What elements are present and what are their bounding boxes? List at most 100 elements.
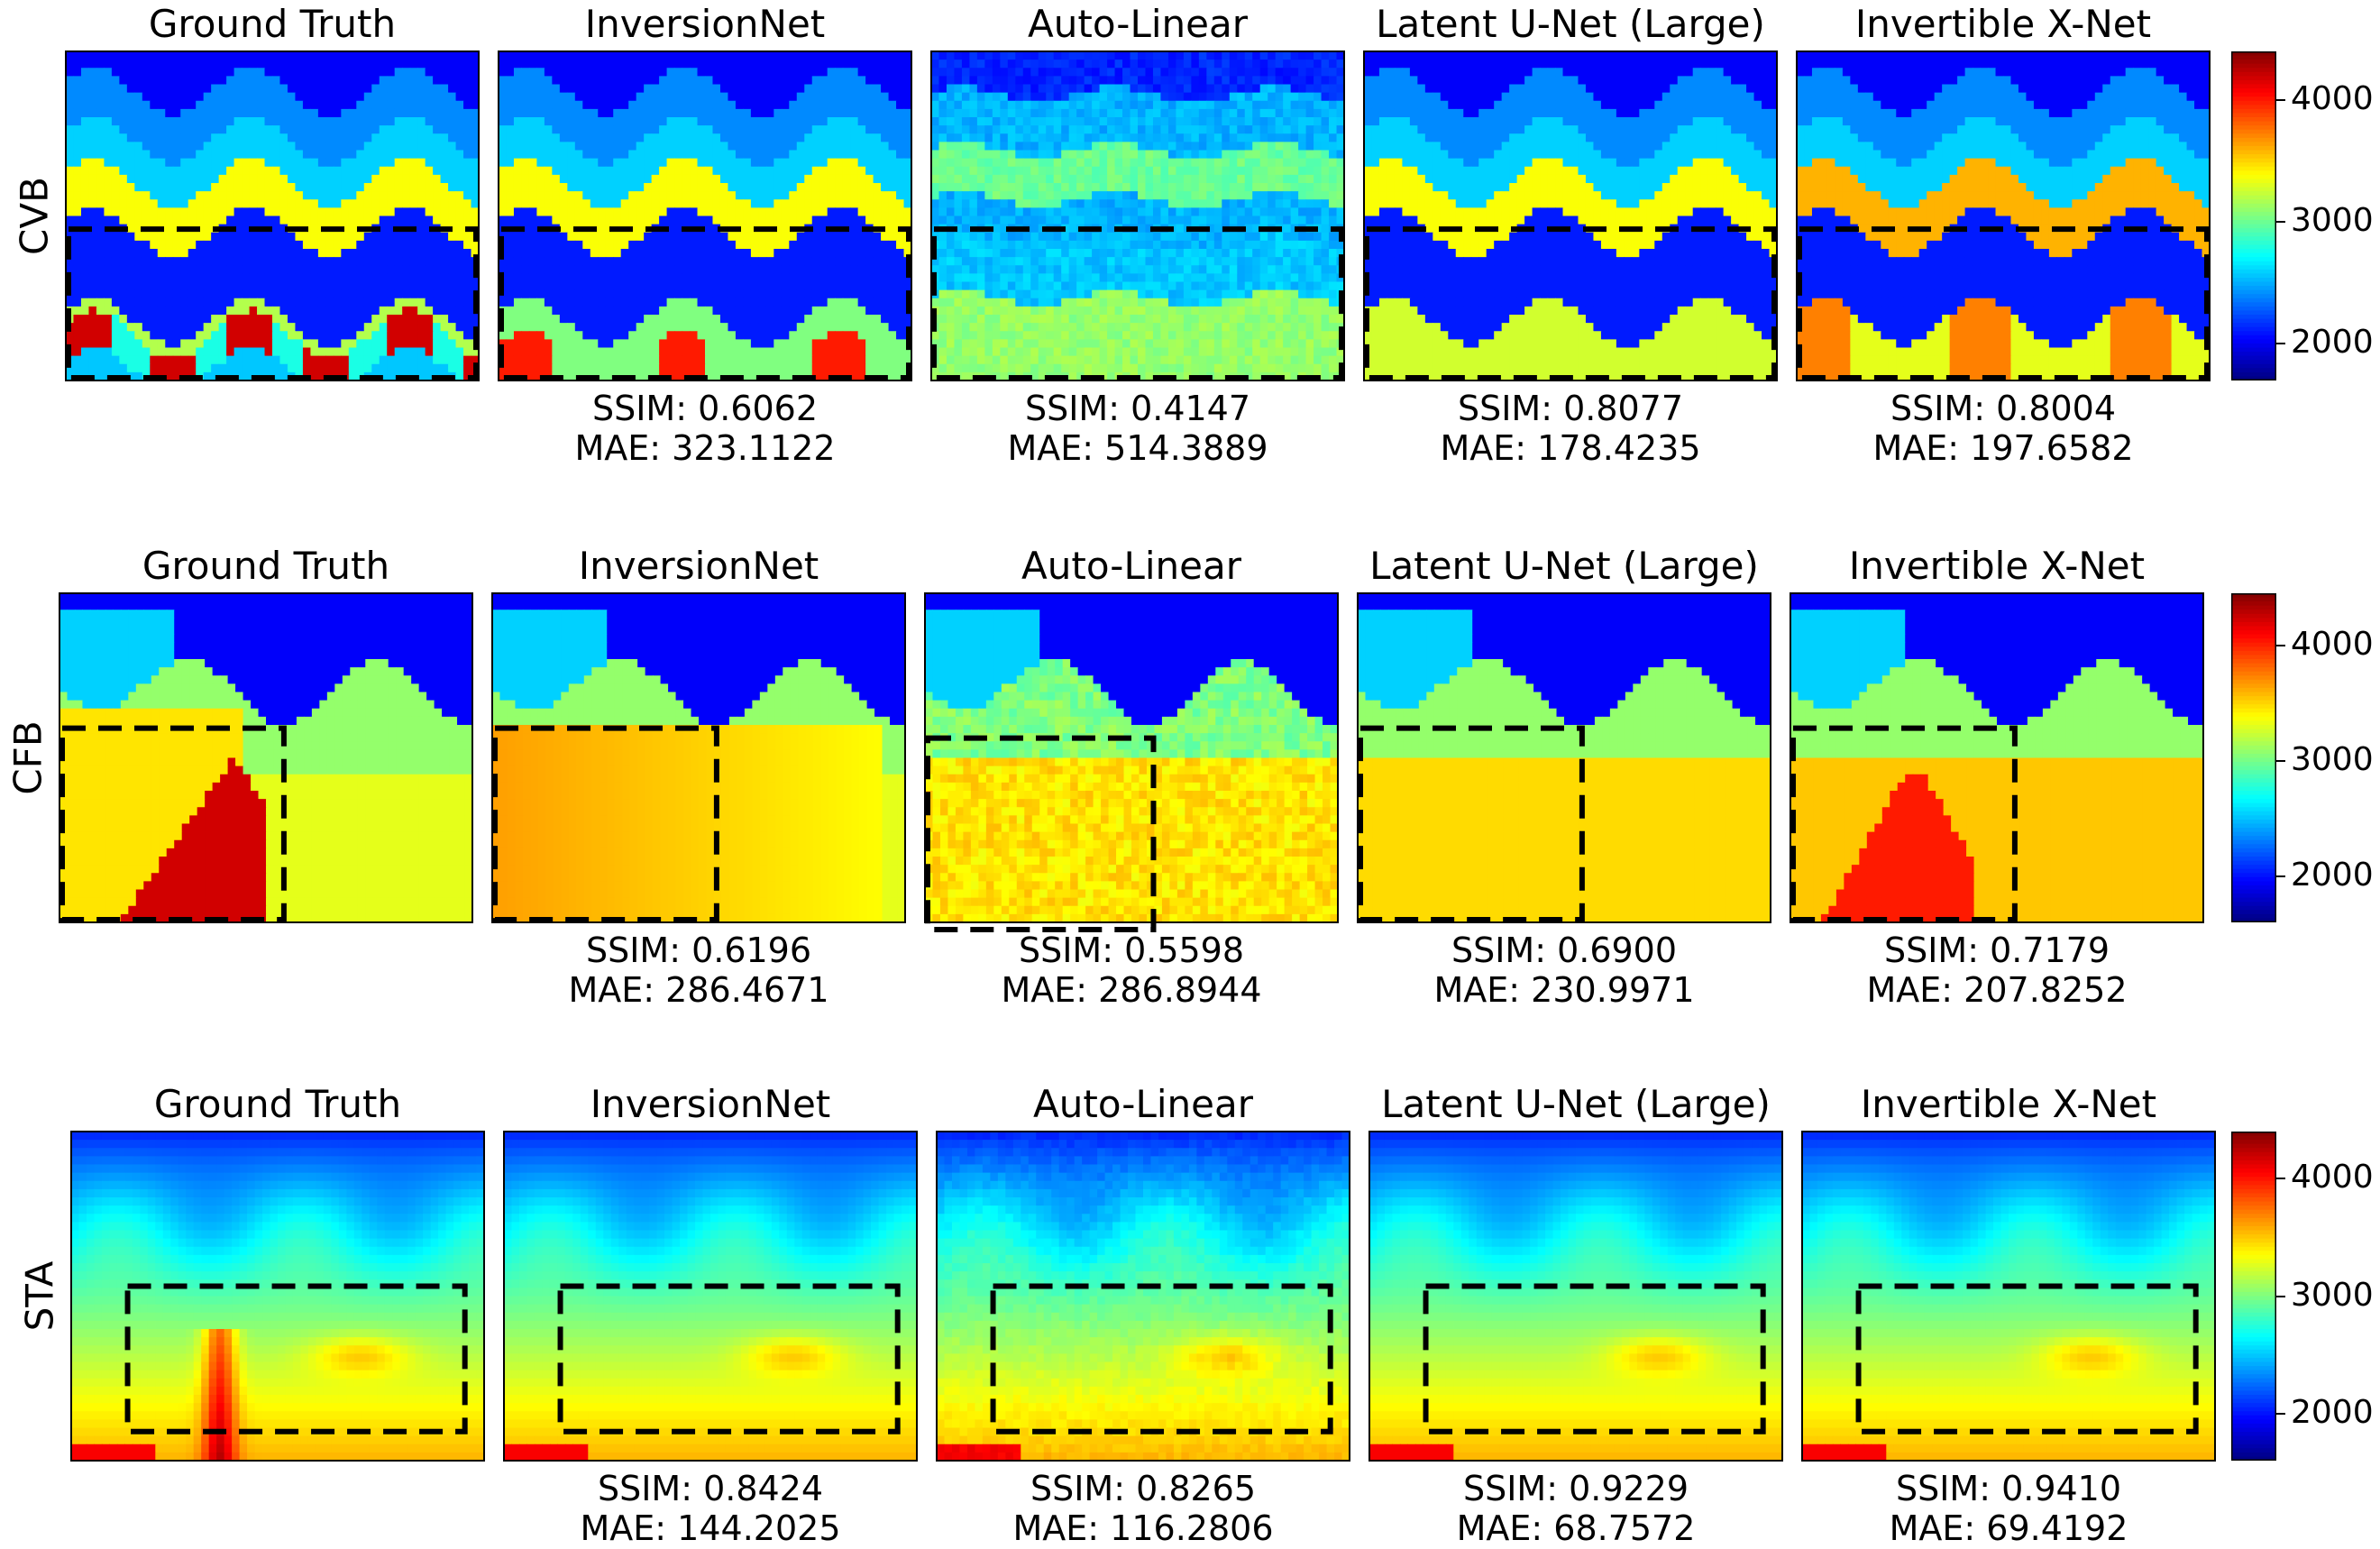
heatmap-cell — [582, 249, 591, 258]
heatmap-cell — [842, 257, 851, 266]
heatmap-cell — [719, 92, 729, 102]
heatmap-cell — [559, 158, 568, 168]
heatmap-cell — [712, 191, 721, 200]
heatmap-cell — [165, 117, 174, 126]
heatmap-cell — [1000, 150, 1009, 160]
heatmap-cell — [1244, 84, 1253, 94]
heatmap-cell — [165, 68, 174, 77]
heatmap-cell — [598, 331, 607, 340]
heatmap-cell — [218, 289, 227, 299]
heatmap-cell — [157, 249, 166, 258]
heatmap-cell — [567, 117, 576, 126]
heatmap-cell — [348, 265, 357, 274]
heatmap-cell — [682, 232, 691, 242]
heatmap-cell — [651, 60, 660, 69]
heatmap-cell — [1000, 125, 1009, 134]
heatmap-cell — [758, 100, 767, 110]
heatmap-cell — [705, 363, 714, 373]
heatmap-cell — [1099, 133, 1108, 142]
heatmap-cell — [356, 298, 365, 307]
heatmap-cell — [865, 323, 874, 332]
heatmap-cell — [463, 108, 472, 118]
heatmap-cell — [211, 363, 220, 373]
heatmap-cell — [1130, 92, 1139, 102]
heatmap-cell — [827, 323, 836, 332]
heatmap-cell — [842, 289, 851, 299]
heatmap-cell — [1252, 133, 1261, 142]
heatmap-cell — [88, 191, 97, 200]
region-box — [66, 226, 479, 380]
heatmap-cell — [348, 100, 357, 110]
heatmap-cell — [750, 289, 759, 299]
heatmap-cell — [521, 289, 530, 299]
heatmap-cell — [499, 183, 508, 192]
heatmap-cell — [743, 108, 752, 118]
heatmap-cell — [387, 249, 396, 258]
heatmap-cell — [165, 355, 174, 365]
heatmap-cell — [111, 117, 120, 126]
heatmap-cell — [728, 215, 737, 225]
heatmap-cell — [903, 174, 912, 184]
heatmap-cell — [66, 363, 75, 373]
heatmap-cell — [1030, 51, 1039, 60]
heatmap-cell — [203, 289, 212, 299]
heatmap-cell — [310, 371, 319, 381]
heatmap-cell — [409, 68, 418, 77]
heatmap-cell — [233, 331, 243, 340]
heatmap-cell — [96, 60, 105, 69]
heatmap-cell — [379, 289, 388, 299]
heatmap-cell — [203, 76, 212, 86]
heatmap-cell — [126, 183, 135, 192]
heatmap-cell — [506, 315, 515, 324]
heatmap-cell — [835, 150, 844, 160]
heatmap-cell — [249, 174, 258, 184]
heatmap-cell — [257, 281, 266, 291]
heatmap-cell — [157, 331, 166, 340]
heatmap-cell — [80, 133, 90, 142]
heatmap-cell — [150, 331, 159, 340]
heatmap-cell — [417, 339, 426, 349]
heatmap-cell — [66, 166, 75, 176]
heatmap-cell — [172, 323, 181, 332]
heatmap-cell — [903, 76, 912, 86]
heatmap-cell — [1046, 150, 1055, 160]
heatmap-cell — [992, 150, 1001, 160]
heatmap-cell — [789, 273, 798, 283]
heatmap-cell — [811, 306, 820, 316]
heatmap-cell — [552, 125, 561, 134]
heatmap-cell — [119, 347, 128, 357]
heatmap-cell — [1138, 142, 1147, 151]
heatmap-cell — [712, 174, 721, 184]
heatmap-cell — [394, 347, 403, 357]
heatmap-cell — [690, 84, 699, 94]
heatmap-cell — [463, 363, 472, 373]
heatmap-cell — [1298, 108, 1307, 118]
heatmap-cell — [954, 60, 963, 69]
heatmap-cell — [659, 215, 668, 225]
heatmap-cell — [552, 355, 561, 365]
heatmap-cell — [279, 60, 288, 69]
heatmap-cell — [257, 150, 266, 160]
heatmap-cell — [242, 117, 251, 126]
heatmap-cell — [1167, 142, 1177, 151]
heatmap-cell — [1252, 84, 1261, 94]
heatmap-cell — [96, 92, 105, 102]
heatmap-cell — [88, 315, 97, 324]
heatmap-cell — [180, 199, 189, 208]
heatmap-cell — [188, 150, 197, 160]
heatmap-cell — [66, 298, 75, 307]
heatmap-cell — [463, 347, 472, 357]
heatmap-cell — [659, 125, 668, 134]
heatmap-cell — [126, 191, 135, 200]
heatmap-cell — [66, 133, 75, 142]
heatmap-cell — [774, 183, 783, 192]
heatmap-cell — [903, 92, 912, 102]
heatmap-cell — [789, 51, 798, 60]
heatmap-cell — [226, 84, 235, 94]
heatmap-cell — [379, 315, 388, 324]
heatmap-cell — [1000, 92, 1009, 102]
heatmap-cell — [233, 215, 243, 225]
heatmap-cell — [1167, 117, 1177, 126]
heatmap-cell — [1107, 133, 1116, 142]
heatmap-cell — [827, 133, 836, 142]
